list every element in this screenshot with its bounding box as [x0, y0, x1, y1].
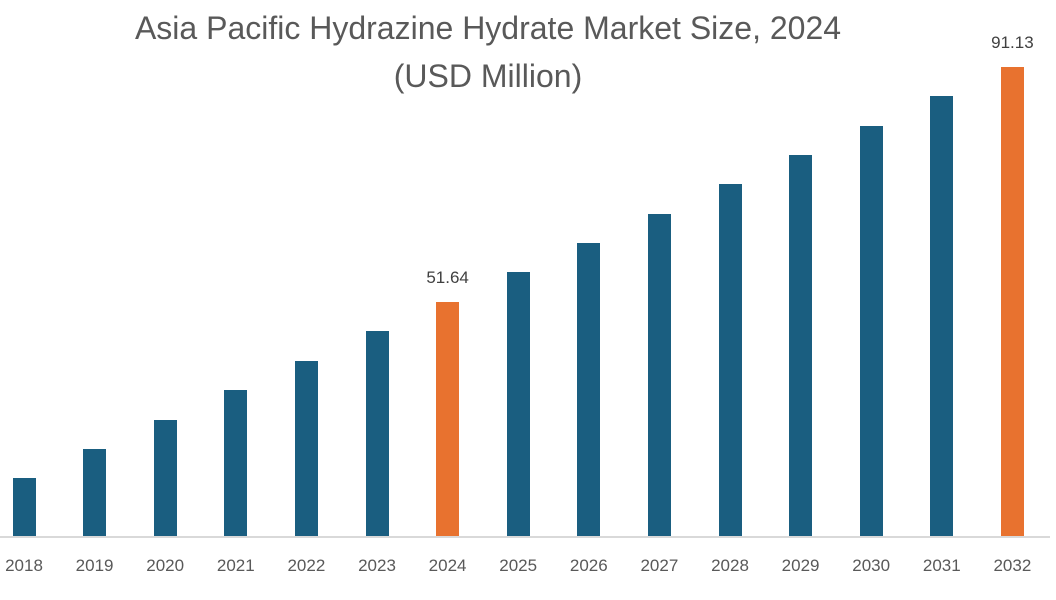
- bar-2023: [365, 331, 389, 536]
- x-tick-label: 2030: [852, 556, 891, 575]
- x-tick-label: 2028: [711, 556, 749, 575]
- bar-2032: [1000, 67, 1024, 536]
- x-tick-label: 2031: [922, 556, 961, 575]
- x-tick-label: 2027: [640, 556, 679, 575]
- bar-2031: [930, 96, 954, 536]
- bar-2029: [789, 155, 813, 536]
- x-tick-label: 2032: [993, 556, 1032, 575]
- x-tick-label: 2021: [216, 556, 255, 575]
- bar-2022: [294, 361, 318, 536]
- data-label-2032: 91.13: [991, 33, 1034, 52]
- bar-2030: [859, 126, 883, 536]
- x-tick-label: 2022: [287, 556, 326, 575]
- bar-2027: [647, 213, 671, 536]
- bar-2021: [224, 390, 248, 536]
- x-tick-label: 2025: [499, 556, 538, 575]
- x-tick-label: 2023: [358, 556, 396, 575]
- chart-subtitle: (USD Million): [393, 58, 583, 94]
- data-label-2024: 51.64: [426, 267, 469, 287]
- bar-2020: [153, 419, 177, 536]
- bar-2028: [718, 184, 742, 536]
- bar-2026: [577, 243, 601, 536]
- x-tick-label: 2024: [428, 556, 467, 575]
- x-tick-label: 2026: [569, 556, 608, 575]
- bar-2018: [12, 478, 36, 536]
- x-tick-label: 2020: [146, 556, 185, 575]
- bar-2019: [83, 449, 107, 536]
- bar-2024: [436, 301, 460, 536]
- bar-2025: [506, 272, 530, 536]
- chart-title: Asia Pacific Hydrazine Hydrate Market Si…: [134, 10, 842, 46]
- x-tick-label: 2029: [781, 556, 820, 575]
- x-tick-label: 2019: [75, 556, 114, 575]
- x-axis-line: [0, 536, 1050, 538]
- x-tick-label: 2018: [5, 556, 43, 575]
